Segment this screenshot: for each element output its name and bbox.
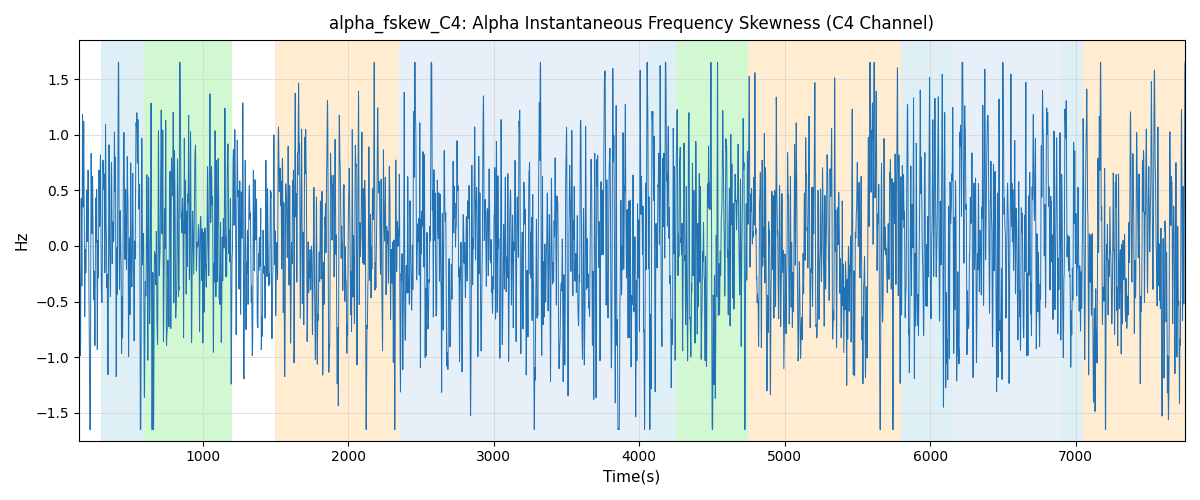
Bar	[275, 40, 400, 440]
Bar	[144, 40, 232, 440]
Bar	[952, 40, 1061, 440]
Bar	[676, 40, 749, 440]
Bar	[901, 40, 952, 440]
Bar	[400, 40, 647, 440]
Bar	[1061, 40, 1084, 440]
Bar	[749, 40, 901, 440]
X-axis label: Time(s): Time(s)	[604, 470, 660, 485]
Bar	[101, 40, 144, 440]
Y-axis label: Hz: Hz	[14, 230, 30, 250]
Bar	[647, 40, 676, 440]
Bar	[1084, 40, 1186, 440]
Title: alpha_fskew_C4: Alpha Instantaneous Frequency Skewness (C4 Channel): alpha_fskew_C4: Alpha Instantaneous Freq…	[330, 15, 935, 34]
